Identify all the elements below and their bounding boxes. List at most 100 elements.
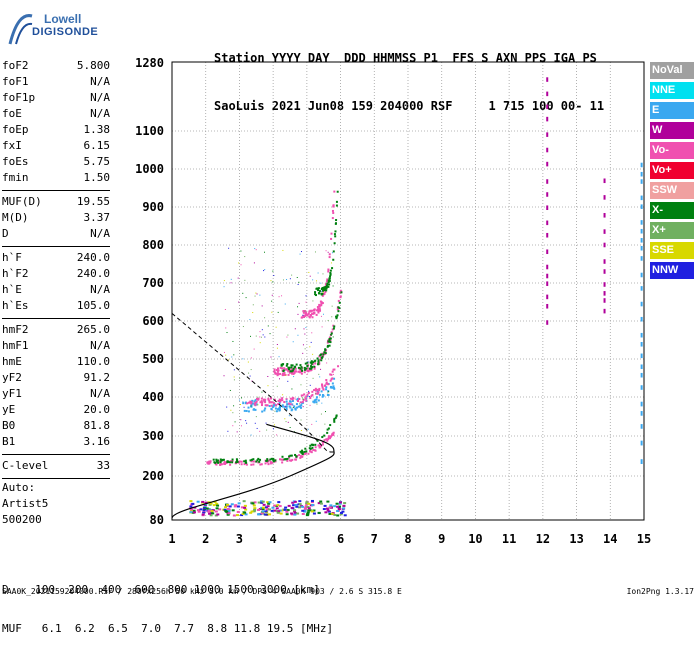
scatter-echo [299, 403, 301, 405]
f4-hop-echo [316, 306, 319, 309]
es-echo [202, 511, 206, 514]
f2-hop-echo [268, 405, 271, 408]
scatter-echo [315, 420, 317, 422]
es-echo [277, 510, 281, 513]
scatter-echo [282, 249, 284, 251]
param-value: 1.38 [83, 123, 111, 136]
f4-hop-x-echo [329, 269, 332, 272]
param-value: 81.8 [83, 419, 111, 432]
scatter-echo [261, 329, 263, 331]
f1-hop-x-echo [215, 458, 218, 461]
interference-echo [546, 161, 549, 167]
f3-hop-x-echo [280, 364, 283, 367]
scatter-echo [291, 274, 293, 276]
scatter-echo [254, 422, 256, 424]
f1-hop-x-echo [245, 461, 248, 464]
es-echo [312, 512, 316, 515]
f1-hop-x-echo [301, 452, 304, 455]
scatter-echo [307, 361, 309, 363]
f1-hop-o-echo [290, 459, 293, 462]
f3-hop-echo [300, 372, 303, 375]
interference-echo [603, 178, 606, 184]
f1-hop-x-echo [272, 457, 275, 460]
f1-hop-x-echo [258, 460, 261, 463]
muf-row: MUF 6.1 6.2 6.5 7.0 7.7 8.8 11.8 19.5 [M… [2, 622, 334, 635]
es-echo [276, 504, 280, 507]
scatter-echo [225, 354, 227, 356]
f3-hop-echo [287, 373, 290, 376]
es-echo [310, 501, 314, 504]
f1-hop-o-echo [229, 463, 232, 466]
es-echo [263, 513, 267, 516]
f1-hop-o-echo [286, 459, 289, 462]
f1-hop-x-echo [214, 461, 217, 464]
f1-hop-o-echo [298, 454, 301, 457]
f4-hop-x-echo [334, 235, 337, 238]
es-echo [305, 501, 309, 504]
f2-hop-o-echo [325, 381, 328, 384]
param-separator [2, 478, 110, 479]
f4-hop-echo [318, 304, 321, 307]
f4-hop-x-echo [333, 233, 336, 236]
f2-hop-echo [331, 386, 334, 389]
param-label: hmF2 [2, 323, 29, 336]
interference-echo [546, 273, 549, 279]
f1-hop-x-echo [314, 443, 317, 446]
f1-hop-o-echo [313, 449, 316, 452]
es-echo [319, 502, 323, 505]
f1-hop-x-echo [333, 420, 336, 423]
f1-hop-o-echo [267, 463, 270, 466]
f1-hop-o-echo [266, 461, 269, 464]
scatter-echo [284, 303, 286, 305]
legend-item: W [650, 122, 694, 139]
f2-hop-echo [317, 399, 320, 402]
es-echo [304, 505, 308, 508]
legend-item: X+ [650, 222, 694, 239]
scatter-echo [256, 427, 258, 429]
param-value: 110.0 [76, 355, 110, 368]
es-echo [336, 514, 340, 517]
f1-hop-x-echo [286, 457, 289, 460]
f3-hop-echo [294, 367, 297, 370]
f1-hop-o-echo [300, 455, 303, 458]
f2-hop-echo [263, 409, 266, 412]
f1-hop-x-echo [231, 461, 234, 464]
f3-hop-x-echo [322, 353, 325, 356]
f2-hop-o-echo [315, 389, 318, 392]
scatter-echo [250, 434, 252, 436]
f4-hop-echo [331, 217, 334, 220]
f3-hop-x-echo [303, 368, 306, 371]
param-value: 3.37 [83, 211, 111, 224]
scatter-echo [277, 311, 279, 313]
scatter-echo [233, 369, 235, 371]
f1-hop-o-echo [224, 461, 227, 464]
f1-hop-o-echo [260, 463, 263, 466]
f1-hop-x-echo [244, 459, 247, 462]
f2-hop-o-echo [309, 397, 312, 400]
scatter-echo [301, 367, 303, 369]
f2-hop-o-echo [281, 397, 284, 400]
scatter-echo [272, 270, 274, 272]
f4-hop-x-echo [315, 287, 318, 290]
interference-echo [603, 298, 606, 303]
es-echo [267, 502, 271, 505]
f1-hop-x-echo [257, 457, 260, 460]
es-echo [227, 512, 231, 515]
scatter-echo [271, 300, 273, 302]
f3-hop-echo [337, 299, 340, 302]
interference-echo [603, 195, 606, 200]
param-label: yF1 [2, 387, 22, 400]
f2-hop-o-echo [250, 401, 253, 404]
f2-hop-o-echo [285, 398, 288, 401]
scatter-echo [253, 348, 255, 350]
f4-hop-echo [321, 302, 324, 305]
solid-profile-curve [171, 423, 335, 519]
param-label: yE [2, 403, 16, 416]
scatter-echo [240, 250, 242, 252]
scatter-echo [264, 269, 266, 271]
f3-hop-x-echo [329, 341, 332, 344]
scatter-echo [332, 285, 334, 287]
f4-hop-x-echo [331, 267, 334, 270]
f4-hop-echo [328, 253, 331, 256]
f1-hop-x-echo [222, 458, 225, 461]
